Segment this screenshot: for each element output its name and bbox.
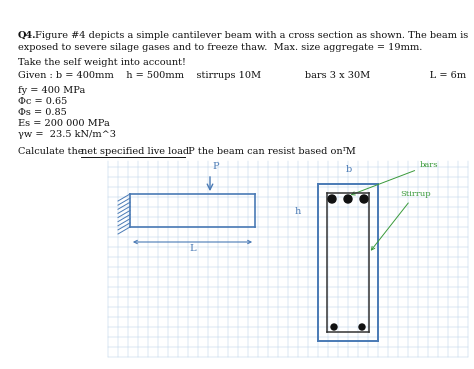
Circle shape <box>328 195 336 203</box>
Circle shape <box>331 324 337 330</box>
Text: bars: bars <box>352 161 438 195</box>
Text: b: b <box>346 165 352 174</box>
Text: r: r <box>343 145 346 153</box>
Text: Φc = 0.65: Φc = 0.65 <box>18 97 67 106</box>
Circle shape <box>360 195 368 203</box>
Text: h: h <box>295 207 301 215</box>
Text: Calculate the: Calculate the <box>18 147 87 156</box>
Text: Stirrup: Stirrup <box>372 190 430 250</box>
Text: P: P <box>212 162 219 171</box>
Text: P the beam can resist based on M: P the beam can resist based on M <box>185 147 356 156</box>
Circle shape <box>344 195 352 203</box>
Text: Φs = 0.85: Φs = 0.85 <box>18 108 67 117</box>
Text: γw =  23.5 kN/m^3: γw = 23.5 kN/m^3 <box>18 130 116 139</box>
Text: exposed to severe silage gases and to freeze thaw.  Max. size aggregate = 19mm.: exposed to severe silage gases and to fr… <box>18 43 422 52</box>
Text: Figure #4 depicts a simple cantilever beam with a cross section as shown. The be: Figure #4 depicts a simple cantilever be… <box>35 31 468 40</box>
Circle shape <box>359 324 365 330</box>
Text: .: . <box>348 147 351 156</box>
Text: L: L <box>189 244 196 253</box>
Text: Es = 200 000 MPa: Es = 200 000 MPa <box>18 119 110 128</box>
Text: Take the self weight into account!: Take the self weight into account! <box>18 58 186 67</box>
Text: fy = 400 MPa: fy = 400 MPa <box>18 86 85 95</box>
Text: Given : b = 400mm    h = 500mm    stirrups 10M              bars 3 x 30M        : Given : b = 400mm h = 500mm stirrups 10M… <box>18 71 466 80</box>
Text: Q4.: Q4. <box>18 31 36 40</box>
Text: net specified live load: net specified live load <box>81 147 189 156</box>
